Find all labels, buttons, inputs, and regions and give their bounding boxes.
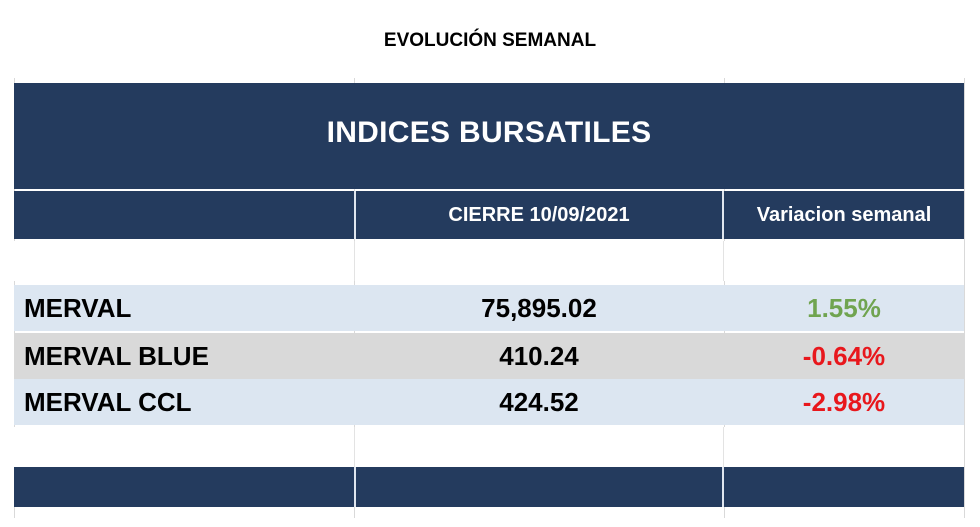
- spacer-row: [14, 241, 964, 281]
- table-row: MERVAL 75,895.02 1.55%: [14, 285, 964, 331]
- close-value: 424.52: [499, 386, 579, 417]
- close-value: 410.24: [499, 340, 579, 371]
- indices-table: INDICES BURSATILES CIERRE 10/09/2021 Var…: [14, 83, 964, 508]
- table-footer-row: [14, 467, 964, 507]
- table-row: MERVAL BLUE 410.24 -0.64%: [14, 333, 964, 379]
- index-name: MERVAL: [24, 292, 132, 323]
- header-name: [14, 191, 354, 239]
- grid-line: [964, 78, 965, 518]
- header-change: Variacion semanal: [756, 203, 932, 226]
- index-name: MERVAL BLUE: [24, 340, 209, 371]
- index-name: MERVAL CCL: [24, 386, 192, 417]
- weekly-change: -0.64%: [802, 340, 886, 371]
- table-banner: INDICES BURSATILES: [14, 83, 964, 189]
- weekly-change: -2.98%: [802, 386, 886, 417]
- page-title: EVOLUCIÓN SEMANAL: [383, 30, 597, 51]
- spacer-row: [14, 427, 964, 467]
- close-value: 75,895.02: [481, 292, 597, 323]
- header-close: CIERRE 10/09/2021: [354, 191, 724, 239]
- table-header-row: CIERRE 10/09/2021 Variacion semanal: [14, 191, 964, 239]
- table-row: MERVAL CCL 424.52 -2.98%: [14, 379, 964, 425]
- weekly-change: 1.55%: [807, 292, 881, 323]
